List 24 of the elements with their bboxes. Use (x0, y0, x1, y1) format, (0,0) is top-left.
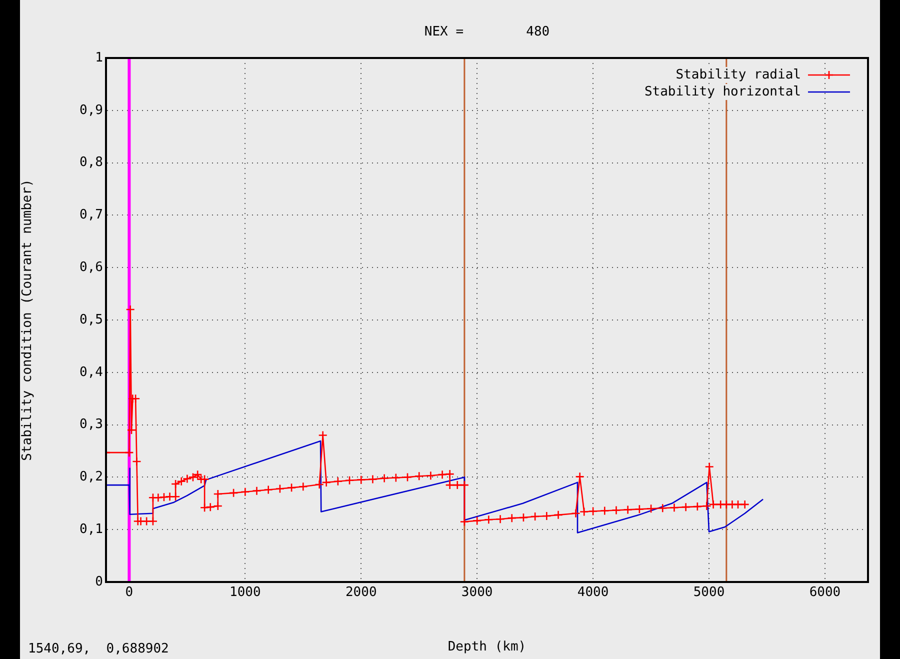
y-tick-label: 0 (95, 574, 103, 590)
y-tick-label: 0,8 (80, 155, 103, 170)
x-tick-label: 4000 (577, 585, 609, 600)
y-tick-label: 1 (95, 50, 103, 66)
x-tick-label: 1000 (230, 585, 261, 600)
x-tick-label: 2000 (345, 585, 377, 600)
legend-label: Stability horizontal (644, 84, 801, 100)
x-tick-label: 5000 (693, 585, 725, 600)
y-tick-label: 0,6 (80, 260, 103, 275)
y-tick-label: 0,9 (80, 102, 103, 118)
x-tick-label: 3000 (461, 585, 493, 600)
x-axis-title: Depth (km) (448, 640, 526, 655)
text: 1540,69, 0,688902 (28, 641, 169, 656)
y-axis-title: Stability condition (Courant number) (20, 179, 36, 461)
y-tick-label: 0,2 (80, 470, 103, 485)
y-tick-label: 0,7 (80, 208, 103, 223)
x-tick-label: 6000 (809, 585, 841, 600)
chart-title: NEX = 480 (424, 24, 550, 40)
legend-label: Stability radial (676, 67, 801, 82)
y-tick-label: 0,4 (80, 364, 104, 380)
y-tick-label: 0,1 (80, 522, 103, 537)
y-tick-label: 0,3 (80, 417, 103, 432)
x-tick-label: 0 (125, 585, 134, 600)
y-tick-label: 0,5 (80, 312, 103, 328)
